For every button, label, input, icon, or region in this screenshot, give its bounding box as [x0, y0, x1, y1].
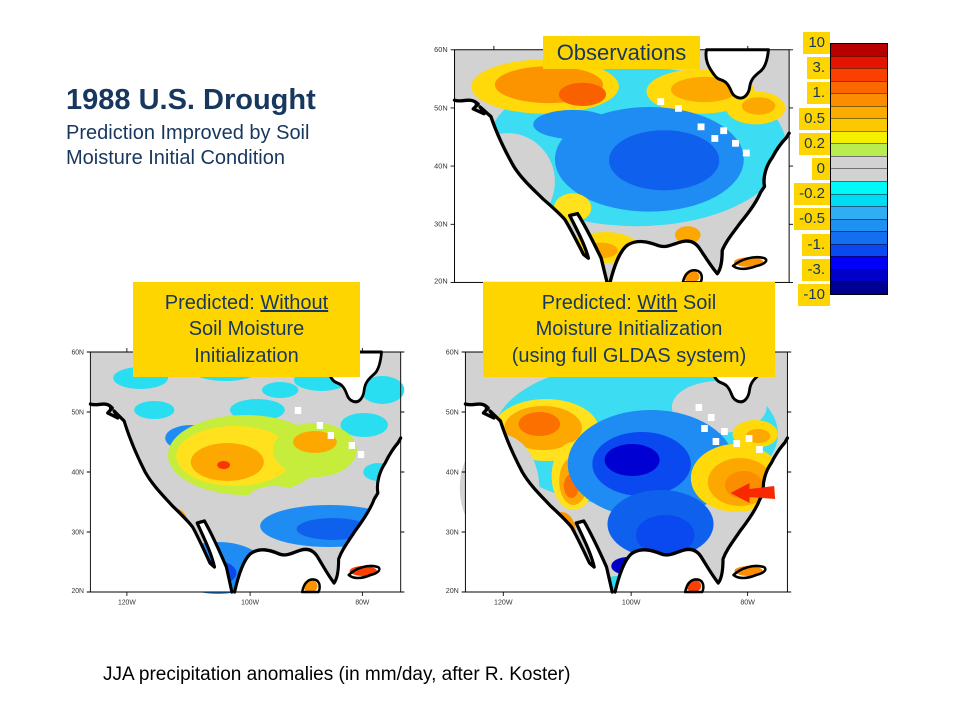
svg-text:80W: 80W [740, 597, 755, 606]
colorbar-segment [831, 55, 887, 69]
colorbar-segment [831, 181, 887, 194]
colorbar-segment [831, 256, 887, 269]
colorbar-tick-label: 0.2 [799, 132, 830, 155]
svg-text:60N: 60N [446, 347, 459, 356]
svg-text:120W: 120W [494, 597, 513, 606]
predicted-without-map: 60N 50N 40N 30N 20N 120W 100W 80W [71, 347, 405, 606]
colorbar-tick-label: 0 [811, 157, 830, 180]
predicted-with-label: Predicted: With Soil Moisture Initializat… [483, 282, 775, 377]
panel-label-line: Predicted: Without [164, 291, 329, 314]
svg-text:30N: 30N [434, 220, 448, 229]
colorbar-tick-label: -3. [802, 258, 830, 281]
svg-text:100W: 100W [241, 598, 259, 606]
svg-text:50N: 50N [446, 407, 459, 416]
colorbar-segment [831, 44, 887, 56]
colorbar-segment [831, 243, 887, 257]
svg-text:40N: 40N [446, 467, 459, 476]
colorbar-tick-label: 3. [807, 57, 830, 80]
svg-text:50N: 50N [434, 103, 448, 112]
colorbar [830, 43, 888, 295]
colorbar-segment [831, 206, 887, 219]
slide-subtitle: Prediction Improved by Soil Moisture Ini… [66, 122, 310, 169]
svg-text:30N: 30N [446, 527, 459, 536]
colorbar-segment [831, 143, 887, 156]
colorbar-tick-label: 0.5 [799, 107, 830, 130]
colorbar-ticks: 10 3. 1. 0.5 0.2 0 -0.2 -0.5 -1. -3. -10 [794, 32, 830, 306]
colorbar-segment [831, 155, 887, 169]
colorbar-segment [831, 105, 887, 119]
svg-text:80W: 80W [355, 598, 369, 606]
with-axis-labels: 60N 50N 40N 30N 20N 120W 100W 80W [446, 347, 755, 606]
colorbar-tick-label: -0.5 [794, 208, 830, 231]
svg-text:100W: 100W [622, 597, 641, 606]
slide-title: 1988 U.S. Drought [66, 84, 316, 116]
colorbar-tick-label: -0.2 [794, 183, 830, 206]
colorbar-segment [831, 118, 887, 131]
colorbar-segment [831, 168, 887, 182]
colorbar-segment [831, 231, 887, 244]
without-axis-labels: 60N 50N 40N 30N 20N 120W 100W 80W [71, 348, 369, 606]
colorbar-segment [831, 281, 887, 294]
predicted-with-map: 60N 50N 40N 30N 20N 120W 100W 80W [446, 347, 792, 606]
colorbar-tick-label: -10 [798, 283, 830, 306]
red-arrow-annotation [730, 483, 776, 503]
colorbar-segment [831, 193, 887, 207]
predicted-without-label: Predicted: Without Soil Moisture Initializ… [133, 282, 360, 377]
colorbar-segment [831, 80, 887, 94]
caption: JJA precipitation anomalies (in mm/day, … [103, 664, 571, 685]
svg-text:30N: 30N [71, 528, 84, 536]
svg-text:20N: 20N [434, 276, 448, 285]
panel-label-line: Moisture Initialization [535, 318, 723, 341]
panel-label-line: Initialization [194, 344, 299, 367]
colorbar-segment [831, 268, 887, 282]
svg-text:20N: 20N [446, 586, 459, 595]
svg-text:50N: 50N [71, 408, 84, 416]
svg-text:20N: 20N [71, 587, 84, 595]
svg-text:120W: 120W [118, 598, 136, 606]
colorbar-segment [831, 218, 887, 232]
colorbar-tick-label: -1. [802, 233, 830, 256]
observations-label: Observations [543, 36, 700, 69]
observations-map: 60N 50N 40N 30N 20N 120W 100W 80W [434, 45, 794, 296]
title-block: 1988 U.S. Drought Prediction Improved by… [66, 84, 396, 171]
svg-text:60N: 60N [434, 45, 448, 54]
colorbar-segment [831, 130, 887, 144]
colorbar-segment [831, 68, 887, 81]
colorbar-tick-label: 10 [803, 32, 830, 54]
panel-label-line: Predicted: With Soil [541, 291, 717, 314]
svg-text:60N: 60N [71, 348, 84, 356]
svg-text:40N: 40N [434, 162, 448, 171]
colorbar-tick-label: 1. [807, 82, 830, 105]
panel-label-line: Soil Moisture [188, 318, 305, 341]
colorbar-segment [831, 93, 887, 106]
svg-text:40N: 40N [71, 468, 84, 476]
panel-label-line: Observations [556, 39, 687, 65]
panel-label-line: (using full GLDAS system) [511, 344, 747, 367]
